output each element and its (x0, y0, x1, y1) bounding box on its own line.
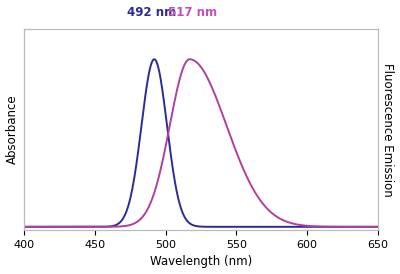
Text: 492 nm: 492 nm (127, 6, 176, 19)
Text: 517 nm: 517 nm (168, 6, 217, 19)
Y-axis label: Fluorescence Emission: Fluorescence Emission (382, 63, 394, 196)
X-axis label: Wavelength (nm): Wavelength (nm) (150, 255, 252, 269)
Y-axis label: Absorbance: Absorbance (6, 95, 18, 164)
